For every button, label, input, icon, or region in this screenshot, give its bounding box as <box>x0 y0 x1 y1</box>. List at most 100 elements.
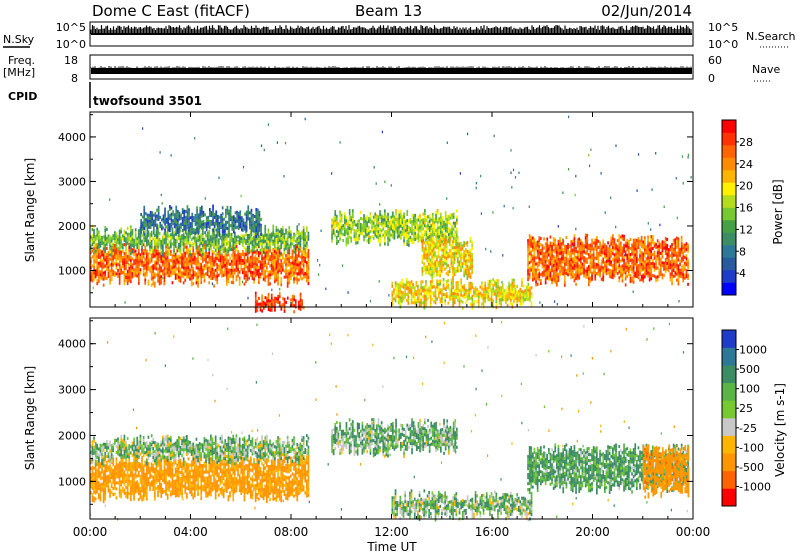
range-cell <box>279 263 281 266</box>
range-cell <box>200 263 202 266</box>
range-cell <box>164 282 166 285</box>
range-cell <box>272 269 274 272</box>
scatter-cell <box>446 197 447 200</box>
range-cell <box>224 255 226 258</box>
range-cell <box>260 264 262 267</box>
range-cell <box>373 225 375 228</box>
range-cell <box>237 241 239 244</box>
range-cell <box>396 286 398 289</box>
range-cell <box>438 246 440 249</box>
range-cell <box>429 220 431 223</box>
range-cell <box>253 248 255 251</box>
range-cell <box>109 258 111 261</box>
range-cell <box>440 219 442 222</box>
range-cell <box>300 244 302 247</box>
range-cell <box>550 242 552 245</box>
range-cell <box>304 260 306 263</box>
range-cell <box>500 295 502 298</box>
range-cell <box>304 238 306 241</box>
range-cell <box>98 274 100 277</box>
range-cell <box>276 241 278 244</box>
range-cell <box>247 205 249 208</box>
range-cell <box>187 217 189 220</box>
range-cell <box>444 299 446 302</box>
range-cell <box>534 244 536 247</box>
range-cell <box>513 300 515 303</box>
range-cell <box>306 267 308 270</box>
range-cell <box>189 244 191 247</box>
scatter-cell <box>664 206 665 209</box>
range-cell <box>451 213 453 216</box>
range-cell <box>124 236 126 239</box>
range-cell <box>206 216 208 219</box>
range-cell <box>96 252 98 255</box>
range-cell <box>258 278 260 281</box>
range-cell <box>205 234 207 237</box>
range-cell <box>448 302 450 305</box>
range-cell <box>460 254 462 257</box>
range-cell <box>553 273 555 276</box>
range-cell <box>502 283 504 286</box>
range-cell <box>188 223 190 226</box>
range-cell <box>419 295 421 298</box>
range-cell <box>392 218 394 221</box>
range-cell <box>188 220 190 223</box>
range-cell <box>446 230 448 233</box>
range-cell <box>207 255 209 258</box>
range-cell <box>331 234 333 237</box>
range-cell <box>272 251 274 254</box>
range-cell <box>529 270 531 273</box>
range-cell <box>540 252 542 255</box>
range-cell <box>140 256 142 259</box>
range-cell <box>182 208 184 211</box>
range-cell <box>205 240 207 243</box>
range-cell <box>229 248 231 251</box>
range-cell <box>154 285 156 288</box>
range-cell <box>212 250 214 253</box>
range-cell <box>553 258 555 261</box>
range-cell <box>180 268 182 271</box>
range-cell <box>443 278 445 281</box>
range-cell <box>285 232 287 235</box>
range-cell <box>258 269 260 272</box>
range-cell <box>154 273 156 276</box>
range-cell <box>141 249 143 252</box>
range-cell <box>192 276 194 279</box>
range-cell <box>154 243 156 246</box>
range-cell <box>341 220 343 223</box>
range-cell <box>199 235 201 238</box>
range-cell <box>452 240 454 243</box>
range-cell <box>434 227 436 230</box>
range-cell <box>455 237 457 240</box>
range-cell <box>188 260 190 263</box>
range-cell <box>227 209 229 212</box>
scatter-cell <box>283 175 284 178</box>
range-cell <box>454 252 456 255</box>
range-cell <box>404 296 406 299</box>
range-cell <box>406 213 408 216</box>
range-cell <box>216 243 218 246</box>
range-cell <box>374 219 376 222</box>
range-cell <box>164 273 166 276</box>
range-cell <box>216 266 218 269</box>
range-cell <box>183 216 185 219</box>
range-cell <box>489 298 491 301</box>
range-cell <box>465 263 467 266</box>
range-cell <box>180 271 182 274</box>
range-cell <box>529 234 531 237</box>
range-cell <box>504 289 506 292</box>
range-cell <box>101 271 103 274</box>
range-cell <box>546 250 548 253</box>
range-cell <box>165 251 167 254</box>
range-cell <box>532 264 534 267</box>
range-cell <box>201 215 203 218</box>
range-cell <box>250 268 252 271</box>
range-cell <box>435 217 437 220</box>
range-cell <box>427 265 429 268</box>
range-cell <box>395 293 397 296</box>
range-cell <box>446 236 448 239</box>
range-cell <box>529 287 531 290</box>
range-cell <box>196 243 198 246</box>
range-cell <box>412 286 414 289</box>
range-cell <box>468 285 470 288</box>
